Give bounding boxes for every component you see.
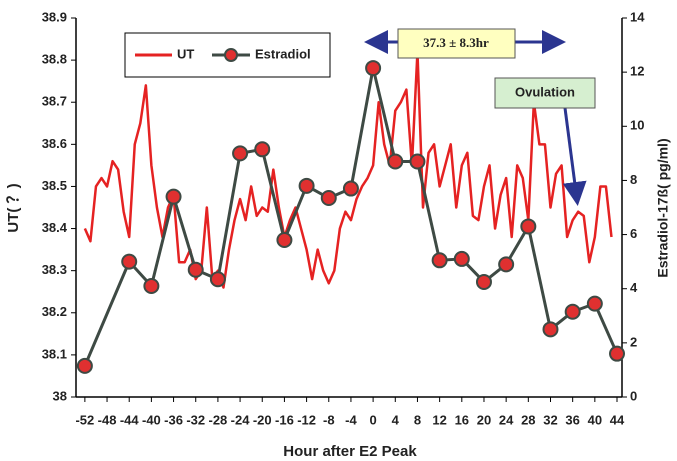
y-tick-label: 38.1	[42, 346, 67, 361]
legend-label: Estradiol	[255, 46, 311, 61]
x-tick-label: -24	[231, 412, 251, 427]
ovulation-arrow	[562, 107, 587, 206]
y2-tick-label: 10	[630, 118, 644, 133]
legend-label: UT	[177, 46, 194, 61]
x-axis-title: Hour after E2 Peak	[283, 443, 417, 460]
plot-area: 38 38.1 38.2 38.3 38.4 38.5 38.6 38.7 38.8 38.9 0 2…	[42, 9, 646, 427]
x-tick-label: 36	[565, 412, 579, 427]
x-tick-label: -4	[345, 412, 357, 427]
y2-tick-label: 12	[630, 64, 644, 79]
marker	[320, 190, 337, 207]
marker	[165, 188, 182, 205]
annotation: 37.3 ± 8.3hr	[423, 35, 489, 50]
legend-marker	[224, 48, 238, 62]
marker	[586, 295, 603, 312]
marker	[431, 252, 448, 269]
x-tick-label: 44	[610, 412, 625, 427]
annotation-box	[397, 28, 516, 59]
y-tick-label: 38.8	[42, 52, 67, 67]
x-tick-label: -48	[98, 412, 117, 427]
x-tick-label: 28	[521, 412, 535, 427]
marker	[209, 271, 226, 288]
marker	[187, 261, 204, 278]
legend: UT Estradiol	[124, 32, 331, 78]
y2-tick-label: 8	[630, 172, 637, 187]
y-tick-label: 38.6	[42, 136, 67, 151]
x-tick-label: -8	[323, 412, 335, 427]
x-tick-label: 32	[543, 412, 557, 427]
x-tick-label: 40	[588, 412, 602, 427]
marker	[498, 256, 515, 273]
x-tick-label: 20	[477, 412, 491, 427]
marker	[453, 250, 470, 267]
y-tick-label: 38	[53, 388, 67, 403]
x-tick-label: -44	[120, 412, 140, 427]
y-tick-label: 38.5	[42, 178, 67, 193]
y2-tick-label: 2	[630, 334, 637, 349]
x-tick-label: 12	[432, 412, 446, 427]
marker	[564, 303, 581, 320]
x-tick-label: -32	[186, 412, 205, 427]
y-tick-label: 38.2	[42, 304, 67, 319]
x-tick-label: -28	[209, 412, 228, 427]
y2-tick-label: 0	[630, 388, 637, 403]
annotation: Ovulation	[515, 84, 575, 99]
y-tick-label: 38.9	[42, 9, 67, 24]
marker	[520, 218, 537, 235]
marker	[365, 60, 382, 77]
x-tick-label: 4	[392, 412, 400, 427]
series-line	[83, 66, 619, 367]
marker	[542, 321, 559, 338]
y-axis-title: UT( ？)	[5, 183, 22, 232]
marker	[121, 253, 138, 270]
x-tick-label: -52	[75, 412, 94, 427]
marker	[609, 345, 626, 362]
annotation-box	[494, 77, 596, 109]
y2-tick-label: 14	[630, 9, 645, 24]
y2-axis-title: Estradiol-17ß( pg/ml)	[655, 138, 671, 277]
marker	[143, 278, 160, 295]
y2-tick-label: 4	[630, 280, 638, 295]
marker	[76, 357, 93, 374]
y2-tick-label: 6	[630, 226, 637, 241]
y-tick-label: 38.3	[42, 262, 67, 277]
x-tick-label: 8	[414, 412, 421, 427]
x-tick-label: -20	[253, 412, 272, 427]
marker	[232, 145, 249, 162]
marker	[254, 141, 271, 158]
marker	[298, 177, 315, 194]
marker	[342, 180, 359, 197]
x-tick-label: 16	[455, 412, 469, 427]
y-tick-label: 38.7	[42, 94, 67, 109]
marker	[409, 153, 426, 170]
x-tick-label: -16	[275, 412, 294, 427]
x-tick-label: -40	[142, 412, 161, 427]
x-tick-label: -36	[164, 412, 183, 427]
x-tick-label: -12	[297, 412, 316, 427]
y-tick-label: 38.4	[42, 220, 68, 235]
marker	[387, 153, 404, 170]
x-tick-label: 24	[499, 412, 514, 427]
marker	[276, 231, 293, 248]
x-tick-label: 0	[369, 412, 376, 427]
marker	[475, 273, 492, 290]
